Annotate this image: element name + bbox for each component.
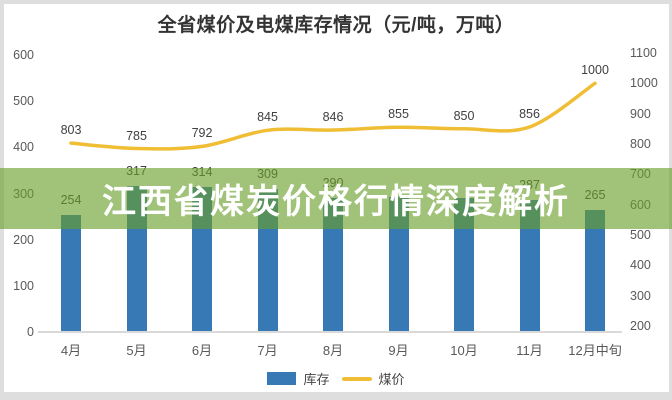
left-axis-tick-500: 500 bbox=[13, 94, 34, 109]
right-axis-tick-300: 300 bbox=[630, 288, 651, 303]
headline-text: 江西省煤炭价格行情深度解析 bbox=[102, 183, 570, 221]
price-legend-label: 煤价 bbox=[378, 372, 405, 387]
right-axis-tick-1000: 1000 bbox=[630, 76, 658, 91]
chart-legend: 库存 煤价 bbox=[0, 369, 672, 388]
right-axis-tick-800: 800 bbox=[630, 137, 651, 151]
x-axis-label-12月中旬: 12月中旬 bbox=[568, 343, 622, 358]
inventory-legend-swatch bbox=[267, 372, 297, 385]
right-axis-tick-500: 500 bbox=[630, 228, 651, 242]
inventory-bar-8月 bbox=[323, 198, 343, 331]
chart-title: 全省煤价及电煤库存情况（元/吨，万吨） bbox=[157, 15, 515, 36]
left-axis-tick-0: 0 bbox=[27, 325, 34, 339]
left-axis-tick-400: 400 bbox=[13, 140, 34, 155]
x-axis-line bbox=[38, 331, 622, 333]
right-axis-tick-400: 400 bbox=[630, 258, 651, 273]
inventory-bar-10月 bbox=[454, 197, 474, 331]
x-axis-label-7月: 7月 bbox=[257, 343, 278, 358]
x-axis-label-4月: 4月 bbox=[60, 343, 82, 358]
price-value-label-5月: 785 bbox=[126, 128, 147, 143]
left-axis-tick-100: 100 bbox=[13, 278, 34, 293]
price-value-label-11月: 856 bbox=[519, 107, 540, 121]
x-axis-label-9月: 9月 bbox=[388, 343, 409, 358]
x-axis-label-5月: 5月 bbox=[126, 343, 147, 358]
left-axis-tick-200: 200 bbox=[13, 232, 34, 247]
price-value-label-9月: 855 bbox=[388, 107, 409, 122]
inventory-bar-11月 bbox=[519, 199, 540, 331]
price-value-label-7月: 845 bbox=[257, 110, 278, 125]
headline-banner-overlay bbox=[0, 168, 672, 229]
price-value-label-4月: 803 bbox=[60, 123, 82, 138]
inventory-bar-4月 bbox=[61, 214, 81, 331]
right-axis-tick-900: 900 bbox=[630, 106, 651, 121]
inventory-legend-label: 库存 bbox=[303, 372, 330, 387]
x-axis-label-11月: 11月 bbox=[516, 343, 543, 358]
x-axis-label-6月: 6月 bbox=[191, 343, 213, 358]
price-value-label-6月: 792 bbox=[191, 126, 213, 141]
inventory-bar-12月中旬 bbox=[585, 209, 605, 331]
price-line-path bbox=[69, 81, 597, 151]
price-value-label-10月: 850 bbox=[453, 108, 475, 123]
price-value-label-12月中旬: 1000 bbox=[581, 63, 609, 78]
right-axis-tick-1100: 1100 bbox=[630, 46, 657, 60]
right-axis-tick-200: 200 bbox=[630, 319, 651, 333]
left-axis-tick-600: 600 bbox=[13, 48, 34, 62]
price-legend-swatch bbox=[341, 376, 372, 381]
x-axis-label-10月: 10月 bbox=[450, 343, 478, 358]
x-axis-label-8月: 8月 bbox=[322, 343, 344, 358]
price-value-label-8月: 846 bbox=[322, 110, 344, 125]
inventory-bar-9月 bbox=[388, 197, 409, 331]
